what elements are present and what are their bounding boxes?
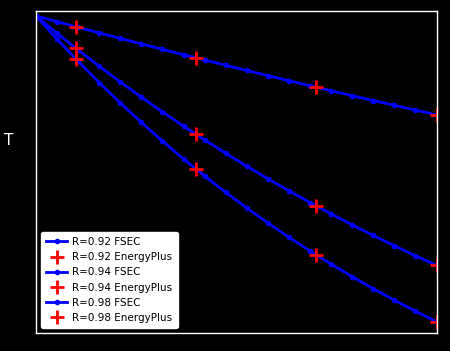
Line: R=0.92 FSEC: R=0.92 FSEC: [34, 14, 439, 324]
R=0.92 FSEC: [244, 206, 249, 210]
R=0.98 FSEC: [286, 79, 292, 83]
R=0.94 FSEC: [244, 164, 249, 168]
R=0.98 FSEC: [202, 58, 207, 62]
R=0.92 FSEC: [223, 190, 229, 194]
R=0.92 FSEC: [392, 298, 397, 302]
Line: R=0.98 EnergyPlus: R=0.98 EnergyPlus: [69, 20, 443, 122]
R=0.92 EnergyPlus: [194, 167, 199, 171]
R=0.98 FSEC: [97, 31, 102, 35]
R=0.94 FSEC: [328, 212, 334, 216]
R=0.94 FSEC: [139, 95, 144, 99]
R=0.98 FSEC: [392, 103, 397, 107]
R=0.94 FSEC: [307, 200, 313, 205]
R=0.94 FSEC: [350, 223, 355, 227]
R=0.92 FSEC: [202, 174, 207, 178]
R=0.94 FSEC: [181, 124, 186, 128]
R=0.94 EnergyPlus: [434, 263, 439, 267]
R=0.92 EnergyPlus: [314, 253, 319, 257]
R=0.92 FSEC: [328, 262, 334, 266]
R=0.92 FSEC: [139, 120, 144, 125]
R=0.94 FSEC: [202, 138, 207, 142]
R=0.98 FSEC: [181, 53, 186, 57]
Line: R=0.94 EnergyPlus: R=0.94 EnergyPlus: [69, 41, 443, 272]
R=0.98 EnergyPlus: [73, 25, 79, 29]
R=0.98 FSEC: [117, 37, 123, 41]
R=0.98 FSEC: [223, 63, 229, 67]
R=0.94 FSEC: [286, 189, 292, 193]
R=0.98 EnergyPlus: [434, 113, 439, 117]
R=0.94 EnergyPlus: [314, 204, 319, 208]
R=0.98 FSEC: [370, 98, 376, 102]
R=0.94 FSEC: [392, 244, 397, 248]
Legend: R=0.92 FSEC, R=0.92 EnergyPlus, R=0.94 FSEC, R=0.94 EnergyPlus, R=0.98 FSEC, R=0: R=0.92 FSEC, R=0.92 EnergyPlus, R=0.94 F…: [41, 232, 178, 328]
R=0.94 FSEC: [160, 110, 165, 114]
R=0.94 FSEC: [54, 31, 60, 35]
Line: R=0.92 EnergyPlus: R=0.92 EnergyPlus: [69, 52, 443, 329]
R=0.94 FSEC: [413, 254, 418, 258]
R=0.98 FSEC: [33, 14, 39, 18]
R=0.92 FSEC: [117, 101, 123, 105]
R=0.94 FSEC: [97, 64, 102, 68]
R=0.94 FSEC: [117, 80, 123, 84]
R=0.98 FSEC: [244, 68, 249, 73]
R=0.92 FSEC: [307, 249, 313, 253]
R=0.94 FSEC: [76, 48, 81, 52]
R=0.98 FSEC: [350, 93, 355, 98]
R=0.98 FSEC: [76, 25, 81, 29]
R=0.92 FSEC: [33, 14, 39, 18]
Text: T: T: [4, 133, 13, 148]
R=0.92 FSEC: [434, 320, 439, 324]
R=0.92 EnergyPlus: [73, 57, 79, 61]
R=0.98 FSEC: [328, 88, 334, 93]
R=0.92 FSEC: [160, 139, 165, 143]
R=0.92 FSEC: [286, 235, 292, 239]
R=0.92 EnergyPlus: [434, 320, 439, 324]
R=0.94 FSEC: [223, 151, 229, 155]
Line: R=0.98 FSEC: R=0.98 FSEC: [34, 14, 439, 117]
R=0.98 FSEC: [413, 108, 418, 112]
R=0.98 FSEC: [434, 113, 439, 117]
R=0.98 FSEC: [160, 47, 165, 52]
R=0.92 FSEC: [413, 309, 418, 313]
Line: R=0.94 FSEC: R=0.94 FSEC: [34, 14, 439, 267]
R=0.94 FSEC: [265, 177, 270, 181]
R=0.98 FSEC: [265, 73, 270, 78]
R=0.94 EnergyPlus: [73, 46, 79, 51]
R=0.94 FSEC: [434, 263, 439, 267]
R=0.98 FSEC: [54, 20, 60, 24]
R=0.92 FSEC: [181, 157, 186, 161]
R=0.98 EnergyPlus: [194, 56, 199, 60]
R=0.94 FSEC: [370, 233, 376, 238]
R=0.92 FSEC: [76, 59, 81, 64]
R=0.92 FSEC: [265, 221, 270, 225]
R=0.92 FSEC: [97, 80, 102, 85]
R=0.98 EnergyPlus: [314, 85, 319, 90]
R=0.94 FSEC: [33, 14, 39, 18]
R=0.92 FSEC: [54, 37, 60, 41]
R=0.98 FSEC: [139, 42, 144, 46]
R=0.94 EnergyPlus: [194, 132, 199, 137]
R=0.92 FSEC: [370, 286, 376, 291]
R=0.98 FSEC: [307, 84, 313, 88]
R=0.92 FSEC: [350, 274, 355, 279]
